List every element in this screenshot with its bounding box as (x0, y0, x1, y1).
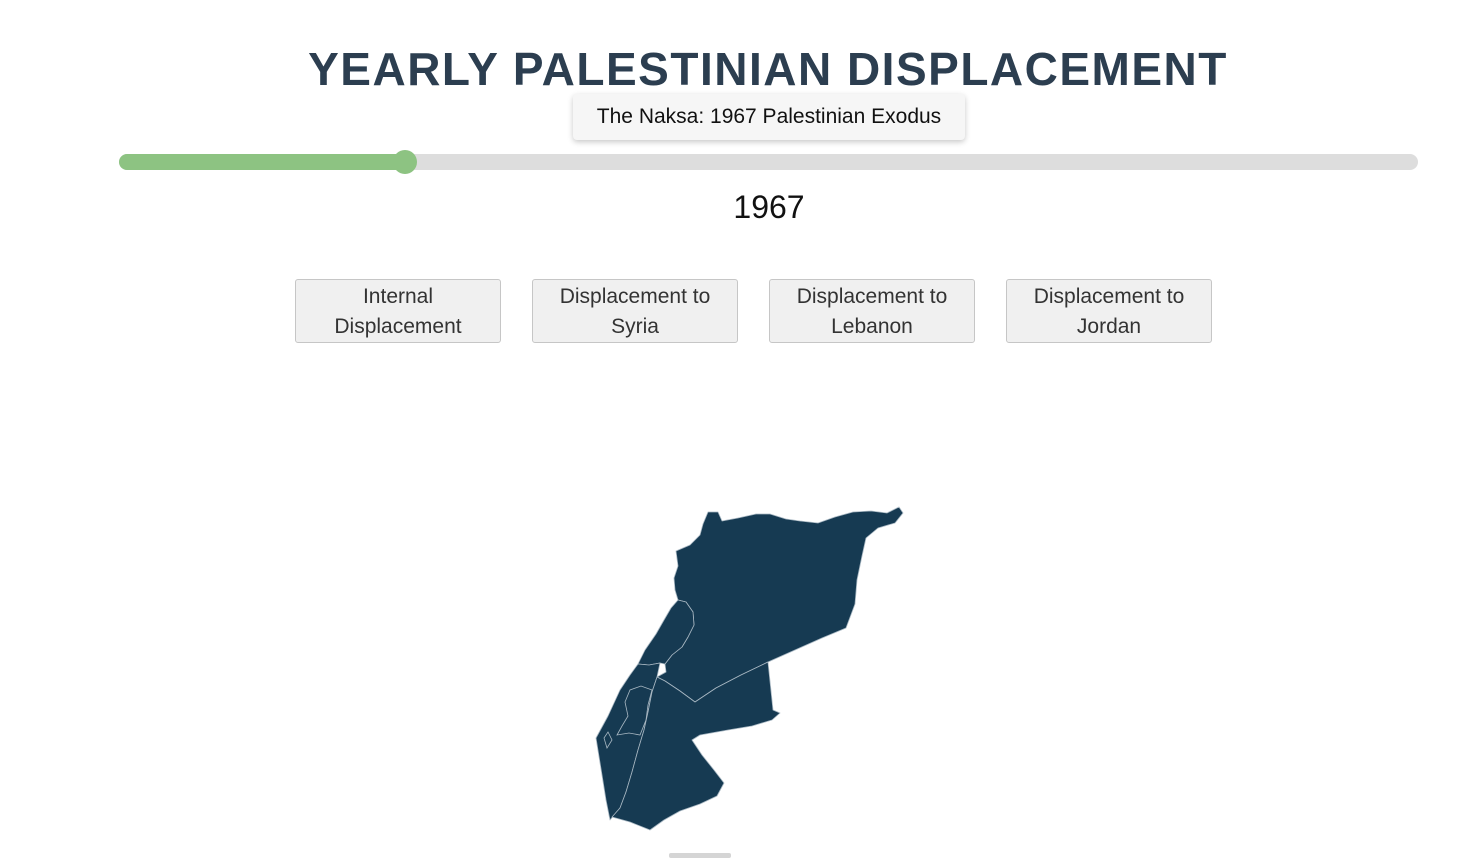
year-slider[interactable] (119, 150, 1418, 174)
region-map-svg (595, 506, 904, 831)
map-region-jordan[interactable] (611, 661, 781, 831)
map-border-gaza (603, 731, 613, 749)
year-slider-thumb[interactable] (393, 150, 417, 174)
scroll-indicator (669, 853, 731, 858)
displacement-to-syria-button[interactable]: Displacement to Syria (532, 279, 738, 343)
internal-displacement-button[interactable]: Internal Displacement (295, 279, 501, 343)
selected-year: 1967 (733, 189, 805, 225)
region-map (560, 490, 940, 858)
displacement-to-lebanon-button[interactable]: Displacement to Lebanon (769, 279, 975, 343)
map-region-lebanon[interactable] (637, 599, 695, 666)
year-slider-fill (119, 154, 413, 170)
displacement-to-jordan-button[interactable]: Displacement to Jordan (1006, 279, 1212, 343)
map-region-syria[interactable] (656, 506, 904, 703)
page-title: YEARLY PALESTINIAN DISPLACEMENT (308, 43, 1228, 95)
event-tooltip: The Naksa: 1967 Palestinian Exodus (573, 94, 965, 140)
map-border-west-bank (616, 685, 653, 736)
